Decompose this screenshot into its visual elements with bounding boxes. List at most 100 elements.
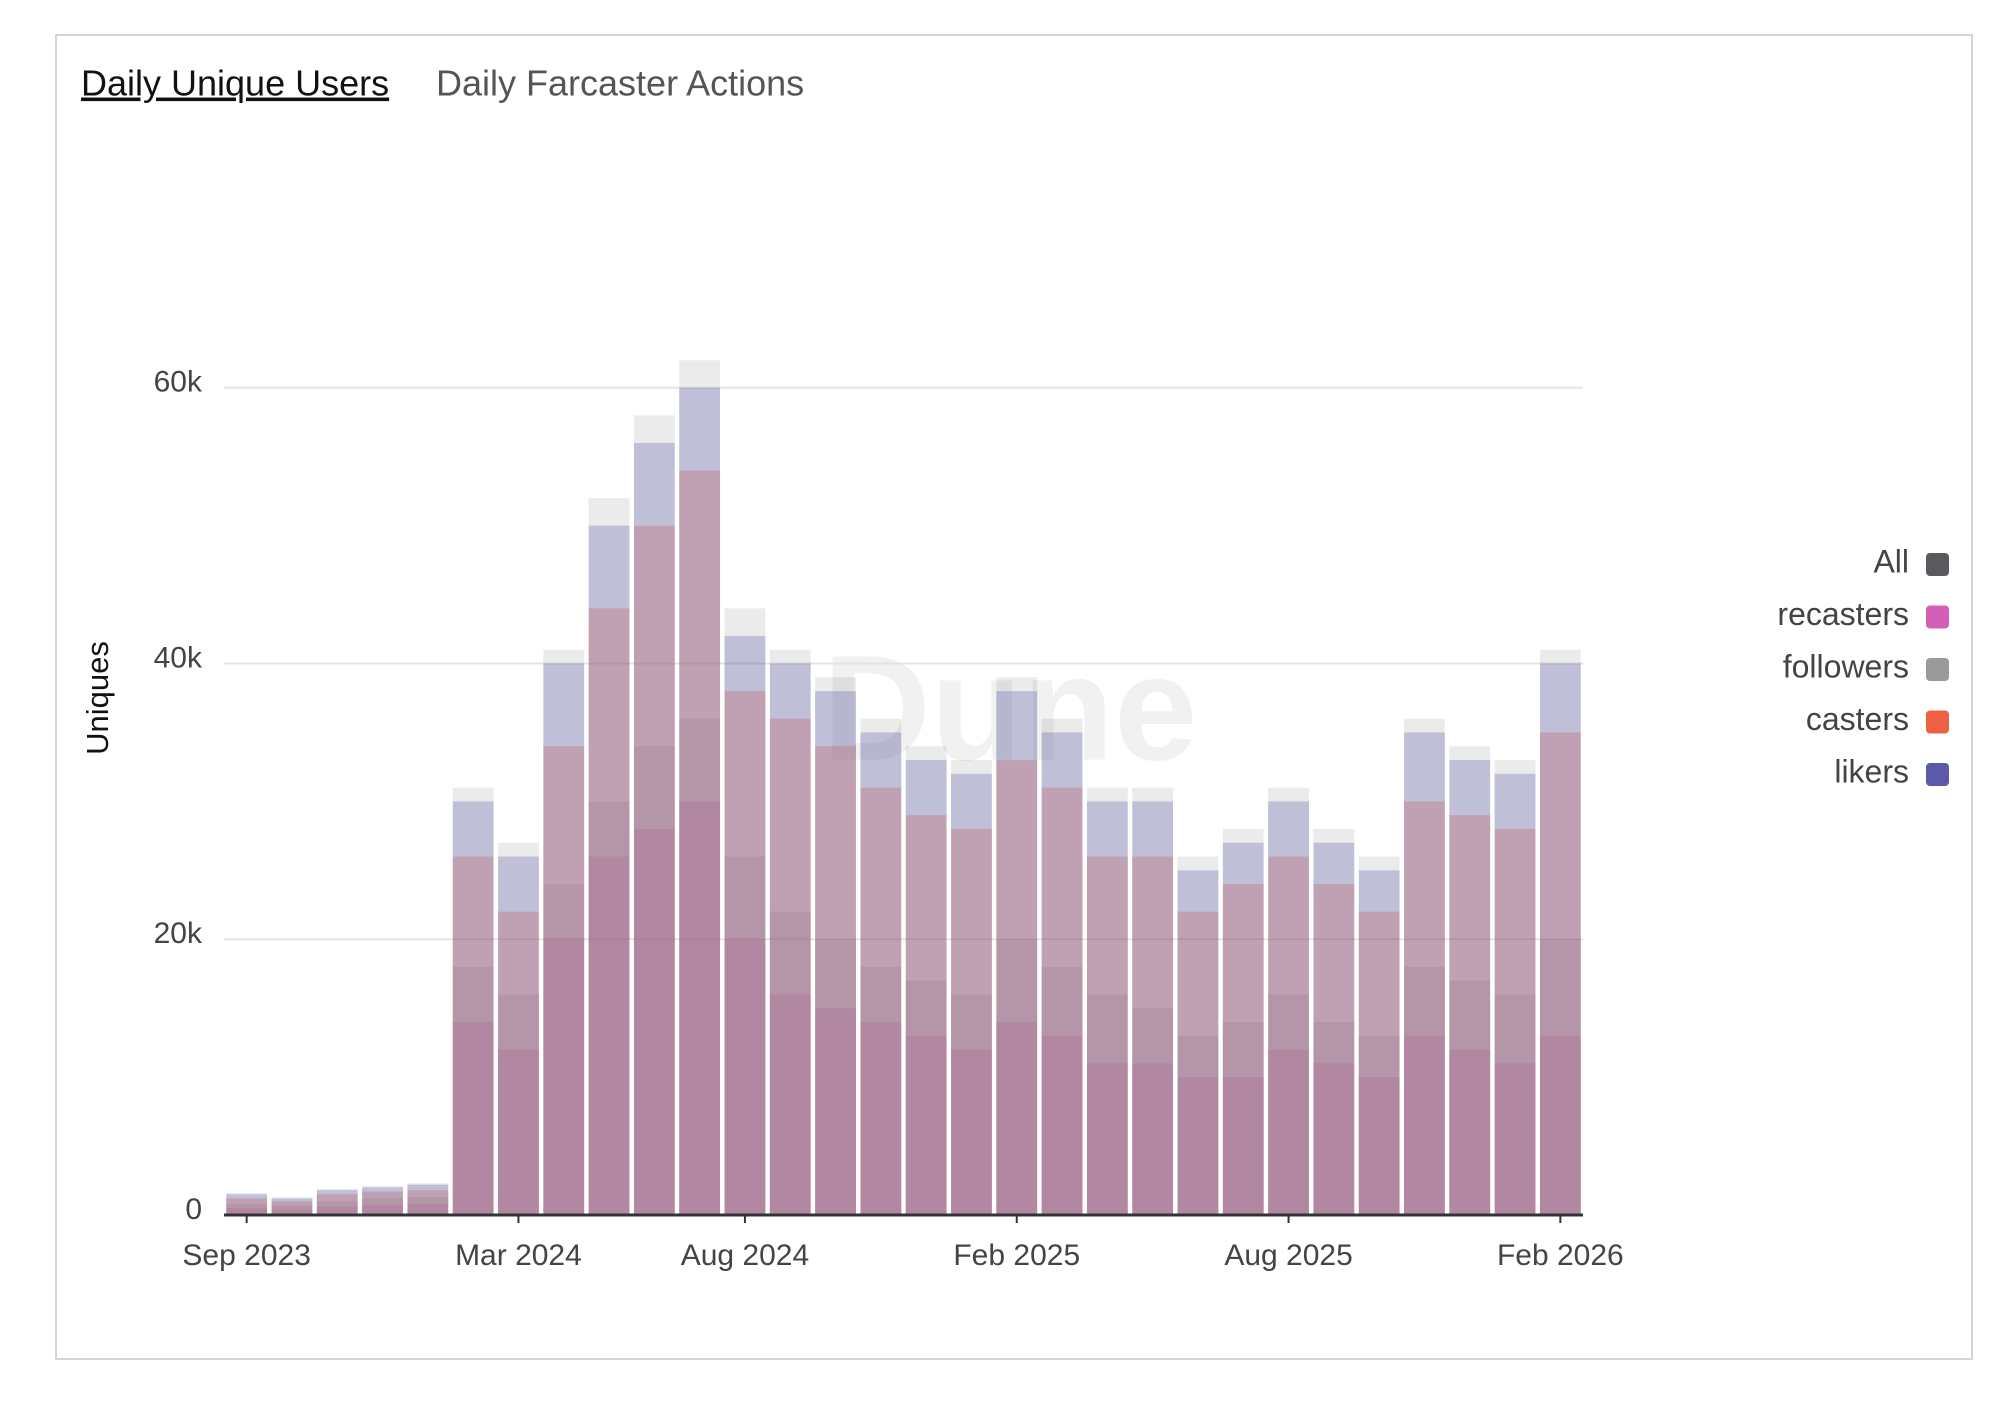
bar [860, 732, 902, 1215]
bar [1358, 856, 1400, 1215]
y-tick-label: 20k [154, 917, 203, 950]
bar [543, 884, 585, 1215]
bar [1494, 773, 1536, 1215]
bar [1177, 1035, 1219, 1215]
bar [769, 911, 811, 1215]
bar [271, 1198, 313, 1215]
bar [316, 1201, 358, 1215]
legend-label: All [1873, 543, 1909, 579]
bar [951, 828, 992, 1215]
bar [1041, 966, 1083, 1215]
bar [1132, 1008, 1174, 1215]
bar [1222, 1077, 1264, 1215]
bar [1268, 856, 1309, 1215]
bar [588, 498, 630, 1215]
bar [1358, 911, 1400, 1215]
bar [316, 1190, 358, 1215]
bar [543, 746, 585, 1215]
bar [1132, 801, 1174, 1215]
bar [452, 787, 494, 1215]
bar [362, 1191, 403, 1215]
bar [498, 994, 539, 1215]
bar [633, 525, 675, 1215]
bar [1268, 787, 1309, 1215]
bar [724, 691, 766, 1215]
bar [1086, 1063, 1128, 1215]
bar [633, 415, 675, 1216]
bar [498, 842, 539, 1215]
bar [226, 1203, 268, 1215]
bar [815, 939, 856, 1215]
legend-label: recasters [1777, 596, 1909, 632]
bar [1539, 939, 1581, 1215]
bar [1086, 856, 1128, 1215]
bar [1539, 1035, 1581, 1215]
bar [407, 1190, 449, 1215]
bar [815, 746, 856, 1215]
bar [271, 1201, 313, 1215]
legend-swatch [1926, 605, 1949, 629]
bar [498, 856, 539, 1215]
bar [1222, 884, 1264, 1215]
bar [1494, 1063, 1536, 1215]
y-tick-label: 0 [185, 1193, 202, 1226]
bar [407, 1203, 449, 1215]
bar [362, 1198, 403, 1215]
bar [1404, 1035, 1445, 1215]
bar [407, 1184, 449, 1215]
bar [905, 1035, 947, 1215]
bar [724, 635, 766, 1215]
x-tick-label: Sep 2023 [182, 1239, 310, 1272]
bar [1494, 828, 1536, 1215]
bar [679, 360, 721, 1215]
bar [1041, 732, 1083, 1215]
watermark: Dune [823, 624, 1198, 792]
tab[interactable]: Daily Farcaster Actions [436, 63, 804, 104]
bar [724, 608, 766, 1215]
bar [769, 718, 811, 1215]
bar [316, 1206, 358, 1215]
bar [1177, 870, 1219, 1215]
bar [588, 608, 630, 1215]
bar [362, 1205, 403, 1215]
bar [860, 966, 902, 1215]
bar [316, 1194, 358, 1215]
bar [815, 691, 856, 1215]
bar [1041, 1035, 1083, 1215]
bar [996, 677, 1038, 1215]
bar [271, 1209, 313, 1215]
legend-label: casters [1806, 701, 1909, 737]
bar [860, 718, 902, 1215]
bar [724, 856, 766, 1215]
bar [1449, 815, 1491, 1215]
bar [271, 1197, 313, 1215]
bar [724, 939, 766, 1215]
bar [271, 1205, 313, 1215]
bar [679, 470, 721, 1215]
bar [815, 677, 856, 1215]
bar [769, 663, 811, 1215]
bar [226, 1194, 268, 1215]
bar [1539, 732, 1581, 1215]
bar [1268, 1049, 1309, 1215]
x-tick-label: Aug 2024 [681, 1239, 809, 1272]
bar [769, 994, 811, 1215]
bar [1177, 911, 1219, 1215]
chart-frame [55, 34, 1973, 1360]
bar [1222, 828, 1264, 1215]
bar [996, 691, 1038, 1215]
bar [905, 760, 947, 1215]
bar [633, 442, 675, 1215]
bar [1358, 1077, 1400, 1215]
bar [1494, 760, 1536, 1215]
bar [1404, 732, 1445, 1215]
bar [679, 718, 721, 1215]
bar [1132, 787, 1174, 1215]
tab-active[interactable]: Daily Unique Users [81, 63, 389, 104]
bar [543, 663, 585, 1215]
bar [996, 760, 1038, 1215]
bar [905, 815, 947, 1215]
bar [905, 980, 947, 1215]
